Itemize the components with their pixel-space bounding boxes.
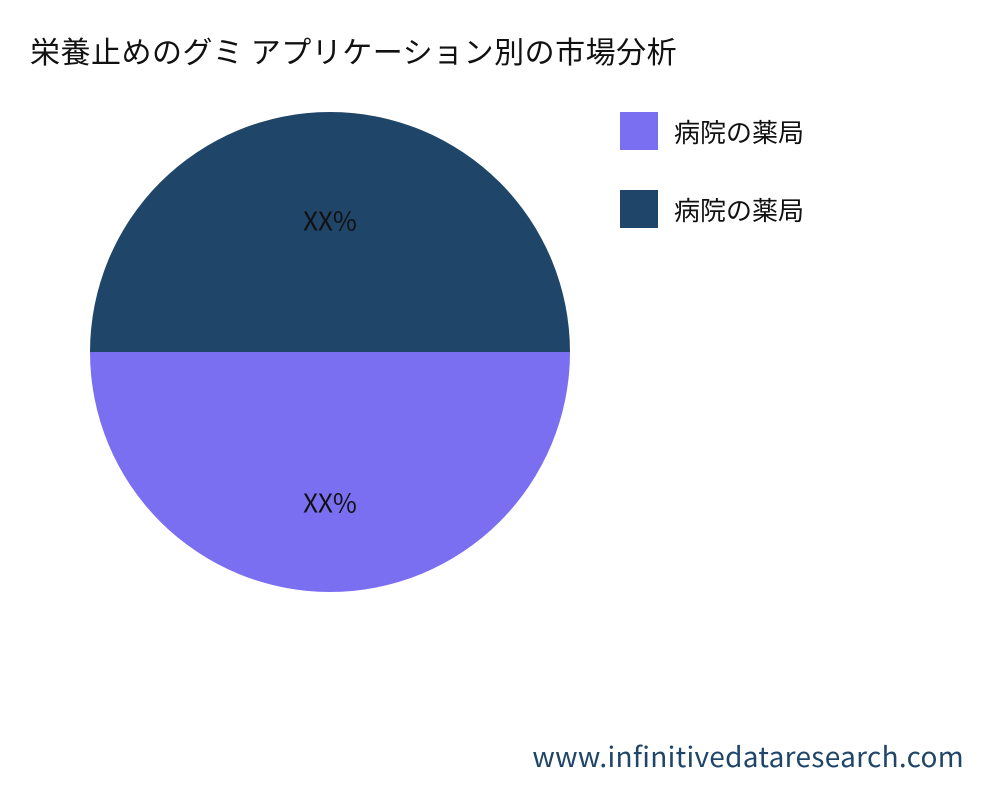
legend-swatch xyxy=(620,112,658,150)
legend-swatch xyxy=(620,190,658,228)
legend: 病院の薬局 病院の薬局 xyxy=(620,112,804,268)
slice-label-top: XX% xyxy=(303,202,357,239)
legend-label: 病院の薬局 xyxy=(674,191,804,228)
legend-item: 病院の薬局 xyxy=(620,190,804,228)
slice-label-bottom: XX% xyxy=(303,484,357,521)
footer-url: www.infinitivedataresearch.com xyxy=(532,736,964,776)
chart-container: 栄養止めのグミ アプリケーション別の市場分析 XX% XX% 病院の薬局 病院の… xyxy=(0,0,1000,800)
chart-title: 栄養止めのグミ アプリケーション別の市場分析 xyxy=(30,28,677,72)
legend-label: 病院の薬局 xyxy=(674,113,804,150)
legend-item: 病院の薬局 xyxy=(620,112,804,150)
